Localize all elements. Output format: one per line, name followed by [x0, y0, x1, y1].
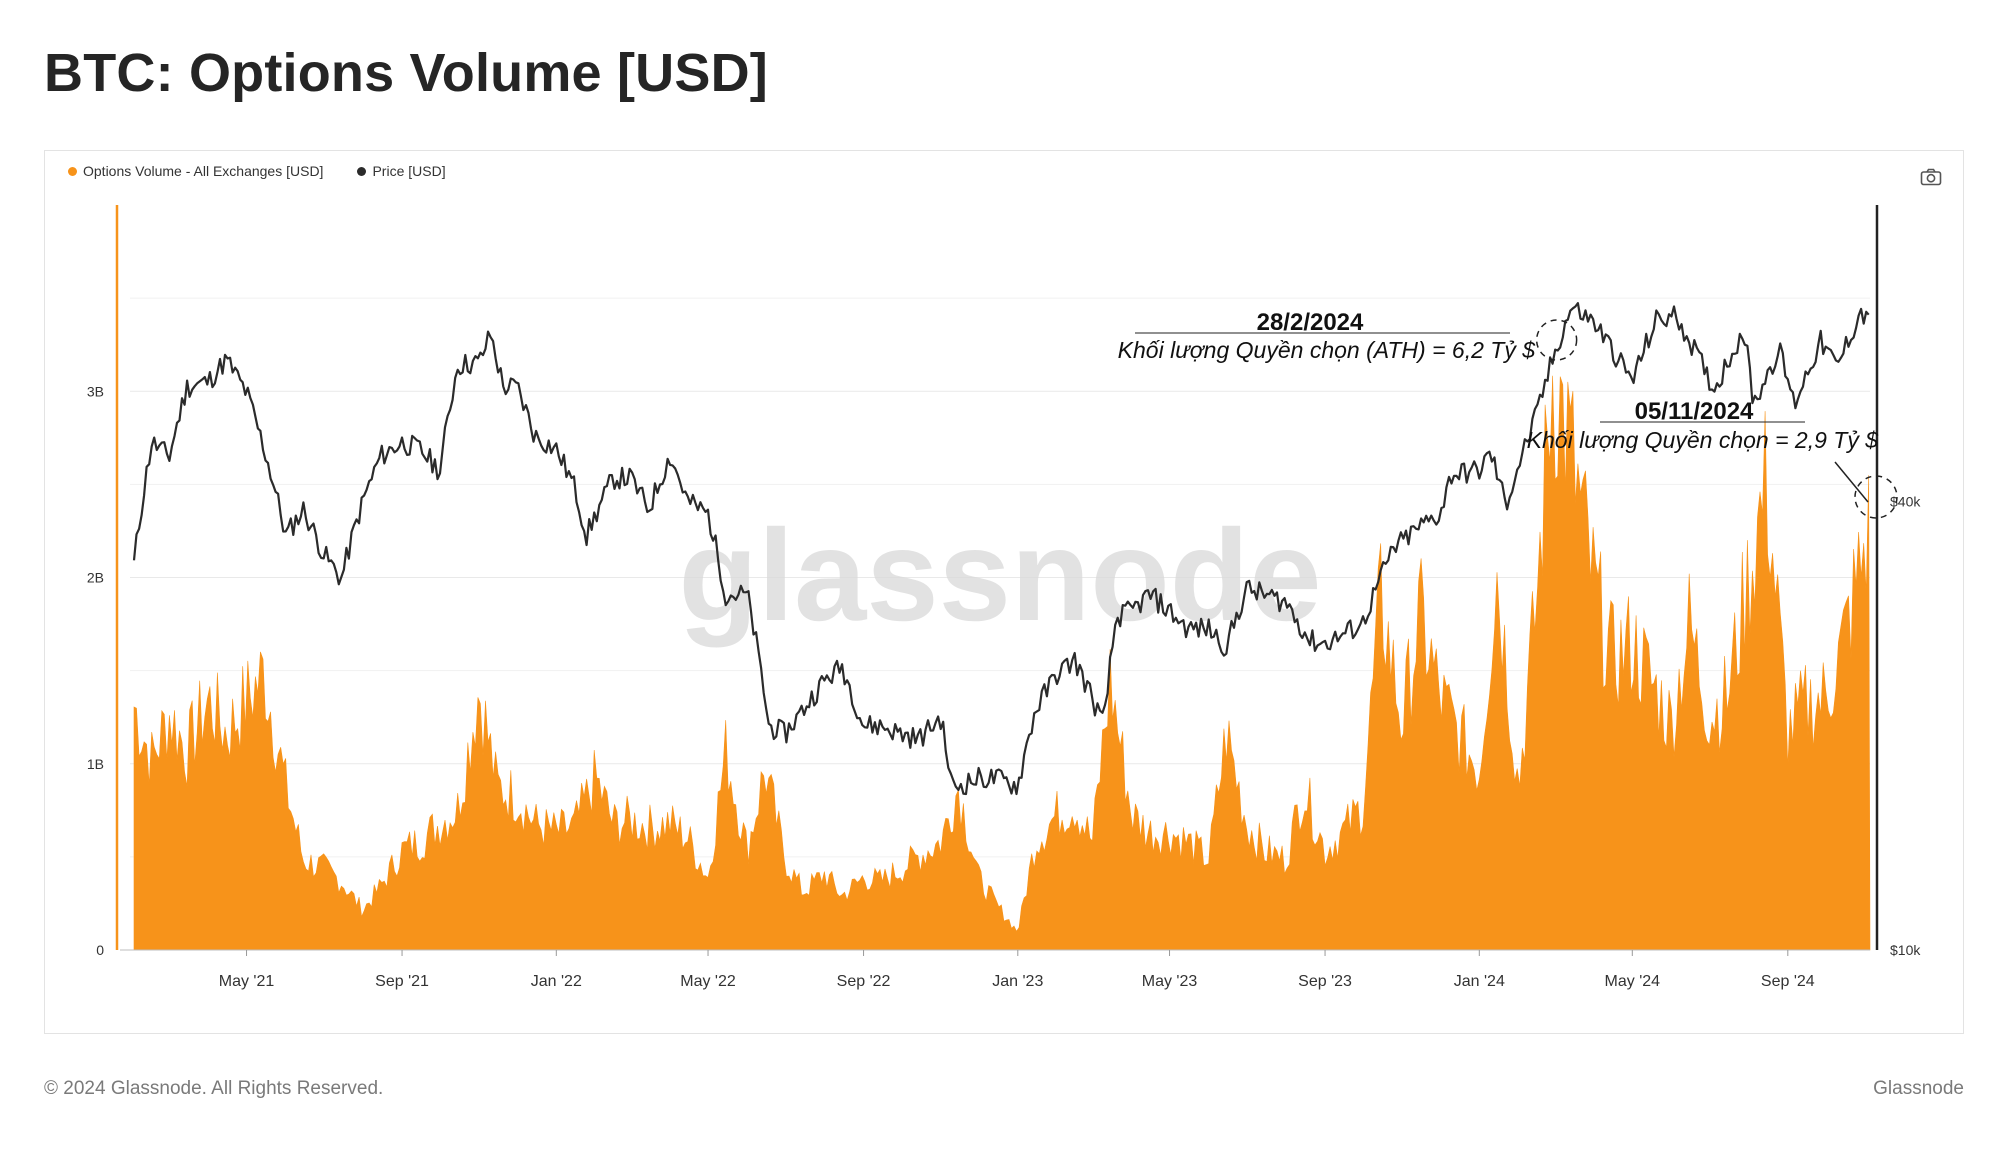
- x-tick-label: May '21: [219, 973, 275, 990]
- x-tick-label: May '23: [1142, 973, 1198, 990]
- watermark: glassnode: [679, 502, 1322, 648]
- x-tick-label: Sep '23: [1298, 973, 1352, 990]
- y-tick-label-left: 2B: [87, 570, 104, 586]
- y-tick-label-left: 0: [96, 942, 104, 958]
- chart-legend: Options Volume - All Exchanges [USD] Pri…: [68, 163, 446, 179]
- page-title: BTC: Options Volume [USD]: [44, 43, 768, 103]
- legend-item-volume[interactable]: Options Volume - All Exchanges [USD]: [68, 163, 323, 179]
- footer-brand: Glassnode: [1873, 1078, 1964, 1099]
- footer-copyright: © 2024 Glassnode. All Rights Reserved.: [44, 1078, 384, 1099]
- y-tick-label-right: $10k: [1890, 942, 1921, 958]
- annotation-date-ath: 28/2/2024: [1257, 309, 1364, 336]
- y-tick-label-left: 1B: [87, 756, 104, 772]
- x-tick-label: May '24: [1605, 973, 1661, 990]
- annotation-circle-ath: [1535, 319, 1578, 361]
- legend-label-volume: Options Volume - All Exchanges [USD]: [83, 163, 324, 179]
- x-tick-label: May '22: [680, 973, 736, 990]
- x-tick-label: Sep '24: [1761, 973, 1815, 990]
- annotation-circle-latest: [1854, 475, 1898, 519]
- annotation-pointer-latest: [1834, 461, 1869, 503]
- annotation-text-latest: Khối lượng Quyền chọn = 2,9 Tỷ $: [1527, 427, 1880, 453]
- legend-item-price[interactable]: Price [USD]: [357, 163, 446, 179]
- annotation-date-latest: 05/11/2024: [1635, 398, 1754, 425]
- y-tick-label-left: 3B: [87, 383, 104, 399]
- x-tick-label: Jan '23: [992, 973, 1043, 990]
- legend-dot-price: [357, 166, 367, 176]
- x-tick-label: Sep '22: [837, 973, 891, 990]
- legend-label-price: Price [USD]: [372, 163, 446, 179]
- y-tick-label-right: $40k: [1890, 493, 1921, 509]
- camera-icon[interactable]: [1920, 168, 1942, 186]
- x-tick-label: Jan '22: [531, 973, 582, 990]
- legend-dot-volume: [68, 166, 77, 176]
- x-tick-label: Sep '21: [375, 973, 429, 990]
- x-tick-label: Jan '24: [1454, 973, 1505, 990]
- annotation-text-ath: Khối lượng Quyền chọn (ATH) = 6,2 Tỷ $: [1118, 337, 1537, 363]
- volume-area: [133, 375, 1871, 951]
- price-line: [132, 302, 1870, 796]
